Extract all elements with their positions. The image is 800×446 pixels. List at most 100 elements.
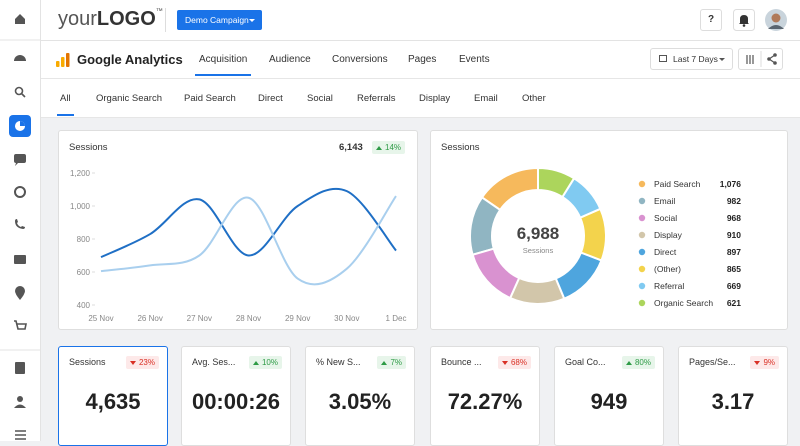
legend-dot	[638, 231, 646, 239]
mail-icon[interactable]	[14, 255, 26, 264]
phone-icon[interactable]	[15, 219, 25, 229]
y-tick-label: 1,200	[70, 169, 91, 178]
legend-label: Email	[654, 196, 675, 206]
donut-segment	[469, 196, 502, 257]
help-button[interactable]: ?	[700, 9, 722, 31]
social-icon[interactable]	[14, 186, 26, 198]
kpi-card[interactable]: % New S... 7% 3.05%	[305, 346, 415, 446]
kpi-title: Sessions	[69, 357, 106, 367]
kpi-card[interactable]: Sessions 23% 4,635	[58, 346, 168, 446]
y-tick-label: 600	[77, 268, 91, 277]
donut-segment	[537, 166, 576, 199]
legend-label: Paid Search	[654, 179, 701, 189]
change-arrow	[625, 360, 632, 365]
report-icon[interactable]	[15, 362, 25, 374]
legend-dot	[638, 299, 646, 307]
home-icon[interactable]	[15, 14, 25, 24]
legend-label: Display	[654, 230, 683, 240]
user-icon-body	[14, 404, 26, 408]
sub-tab[interactable]: Referrals	[357, 93, 396, 104]
chat-icon[interactable]	[14, 154, 26, 166]
tool-buttons	[738, 48, 783, 70]
x-tick-label: 28 Nov	[236, 314, 261, 323]
nav-tab[interactable]: Acquisition	[199, 54, 248, 65]
divider	[165, 8, 166, 32]
sub-tab[interactable]: Display	[419, 93, 451, 104]
bell-icon	[739, 15, 749, 24]
legend-value: 968	[727, 213, 741, 223]
sub-tab[interactable]: Organic Search	[96, 93, 163, 104]
legend-value: 982	[727, 196, 741, 206]
sidebar	[0, 0, 41, 441]
kpi-title: % New S...	[316, 357, 361, 367]
legend-label: (Other)	[654, 264, 681, 274]
campaign-button[interactable]: Demo Campaign	[177, 10, 262, 30]
x-tick-label: 1 Dec	[386, 314, 407, 323]
nav-tab[interactable]: Conversions	[332, 54, 388, 65]
donut-chart: Paid Search 1,076 Email 982 Social 968 Display…	[469, 166, 742, 308]
change-arrow	[129, 360, 136, 365]
dashboard-icon[interactable]	[14, 55, 26, 61]
legend-value: 621	[727, 298, 741, 308]
logo: yourLOGO™	[58, 8, 163, 31]
change-value: 68%	[510, 358, 527, 367]
legend-dot	[638, 197, 646, 205]
sub-tab[interactable]: Social	[307, 93, 333, 104]
nav-tab[interactable]: Audience	[269, 54, 311, 65]
nav-tab[interactable]: Pages	[408, 54, 437, 65]
date-range-button[interactable]: Last 7 Days	[650, 48, 733, 70]
card-title: Sessions	[441, 142, 480, 153]
kpi-card[interactable]: Avg. Ses... 10% 00:00:26	[181, 346, 291, 446]
legend-dot	[638, 282, 646, 290]
legend-value: 910	[727, 230, 741, 240]
change-badge: 9%	[750, 356, 779, 369]
search-icon[interactable]	[14, 86, 24, 96]
legend-label: Referral	[654, 281, 684, 291]
avatar-body	[768, 25, 784, 29]
change-value: 7%	[390, 358, 402, 367]
user-icon[interactable]	[17, 396, 23, 402]
logo-main: LOGO	[96, 8, 156, 30]
change-badge: 23%	[125, 356, 159, 369]
location-icon[interactable]	[15, 286, 25, 300]
change-badge: 68%	[497, 356, 531, 369]
list-icon[interactable]	[15, 430, 26, 440]
cart-icon[interactable]	[14, 320, 27, 330]
kpi-value: 949	[590, 389, 628, 414]
change-value: 10%	[261, 358, 278, 367]
sub-tab[interactable]: Other	[522, 93, 546, 104]
kpi-value: 72.27%	[447, 389, 523, 414]
legend-dot	[638, 214, 646, 222]
notifications-button[interactable]	[733, 9, 755, 31]
sessions-line-card: Sessions 6,143 14% 400 600 800 1,000 1,200 25 No…	[58, 130, 418, 330]
kpi-card[interactable]: Goal Co... 80% 949	[554, 346, 664, 446]
nav-tab[interactable]: Events	[459, 54, 490, 65]
x-tick-label: 30 Nov	[334, 314, 359, 323]
legend-value: 1,076	[720, 179, 742, 189]
kpi-title: Bounce ...	[441, 357, 482, 367]
line-series	[100, 187, 397, 259]
card-total: 6,143	[339, 142, 363, 153]
change-arrow	[501, 360, 508, 365]
change-arrow	[381, 360, 388, 365]
sessions-donut-card: Sessions Paid Search 1,076 Email 982 Social 96…	[430, 130, 788, 330]
y-tick-label: 800	[77, 235, 91, 244]
pie-icon-slice	[20, 121, 25, 126]
avatar[interactable]	[765, 9, 787, 31]
kpi-card[interactable]: Bounce ... 68% 72.27%	[430, 346, 540, 446]
sub-tab[interactable]: Direct	[258, 93, 283, 104]
search-handle	[20, 92, 26, 98]
donut-segment	[471, 247, 521, 300]
sub-tab[interactable]: Paid Search	[184, 93, 236, 104]
sub-tab[interactable]: Email	[474, 93, 498, 104]
kpi-title: Goal Co...	[565, 357, 606, 367]
calendar-icon	[659, 55, 667, 62]
sub-tabs-bar: All Organic Search Paid Search Direct Social…	[41, 79, 800, 118]
y-tick-label: 1,000	[70, 202, 91, 211]
kpi-value: 3.17	[711, 389, 755, 414]
x-tick-label: 26 Nov	[137, 314, 162, 323]
ga-bar	[56, 61, 60, 67]
kpi-card[interactable]: Pages/Se... 9% 3.17	[678, 346, 788, 446]
sub-tab[interactable]: All	[60, 93, 71, 104]
filter-icon[interactable]	[746, 55, 754, 64]
